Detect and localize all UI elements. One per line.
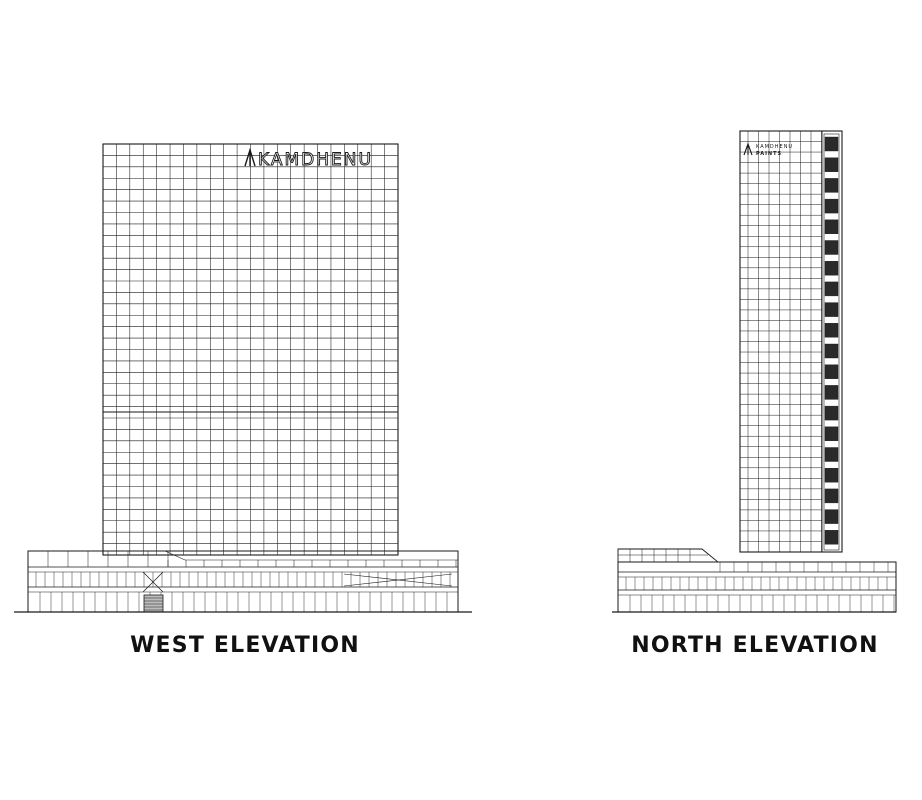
north-core-strip	[824, 468, 839, 483]
north-core-frame	[823, 133, 840, 551]
north-core-strip	[824, 302, 839, 317]
north-core-strip	[824, 343, 839, 359]
north-elevation: KAMDHENU PAINTS	[612, 130, 897, 613]
north-podium-slope	[617, 548, 720, 563]
north-core-strip	[824, 488, 839, 504]
north-signage-line2: PAINTS	[756, 151, 782, 157]
north-signage-line1: KAMDHENU	[756, 144, 793, 150]
north-core-strip	[824, 323, 839, 338]
west-podium-slope	[164, 550, 186, 561]
west-logo-icon	[244, 147, 256, 167]
north-core-strip	[824, 364, 839, 379]
north-core-strip	[824, 178, 839, 193]
west-podium-brace	[142, 571, 164, 593]
north-core-strip	[824, 198, 839, 214]
north-core-strip	[824, 240, 839, 255]
west-elevation-caption: WEST ELEVATION	[130, 633, 360, 658]
north-core-strip	[824, 157, 839, 172]
north-core-strip	[824, 530, 839, 545]
north-core-strip	[824, 219, 839, 235]
west-entrance	[143, 594, 164, 613]
north-core-strip	[824, 136, 839, 152]
north-core-strip	[824, 426, 839, 441]
north-tower-facade-grid	[739, 130, 843, 553]
north-core-strip	[824, 261, 839, 276]
north-core-strip	[824, 405, 839, 421]
west-signage: KAMDHENU	[258, 150, 373, 170]
north-elevation-caption: NORTH ELEVATION	[631, 633, 879, 658]
north-core-strip	[824, 447, 839, 462]
north-core-strip	[824, 385, 839, 400]
north-core-strip	[824, 509, 839, 524]
north-service-core-band	[823, 133, 840, 551]
north-core-strip	[824, 281, 839, 297]
west-elevation: KAMDHENU	[14, 143, 472, 613]
north-logo-icon	[743, 142, 753, 156]
west-podium-brace	[343, 573, 453, 587]
